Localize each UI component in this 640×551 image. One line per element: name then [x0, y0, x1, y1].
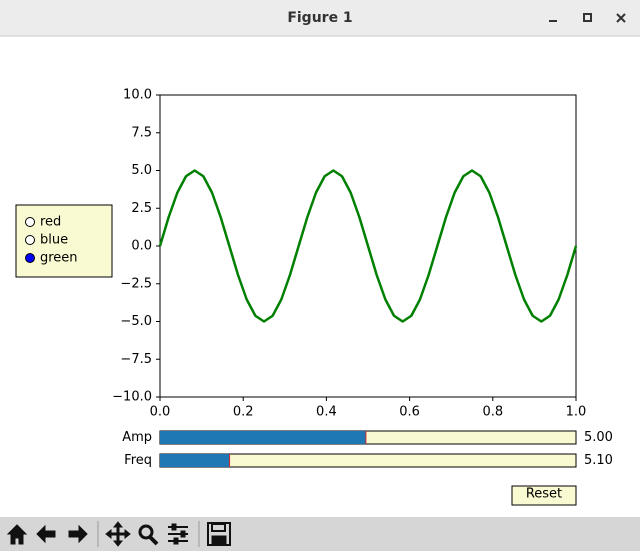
slider-label: Freq — [124, 453, 152, 468]
x-tick-label: 0.4 — [316, 405, 337, 420]
y-tick-label: 10.0 — [123, 88, 152, 103]
radio-label[interactable]: red — [40, 215, 61, 230]
y-tick-label: −5.0 — [120, 314, 152, 329]
y-tick-label: 0.0 — [131, 239, 152, 254]
slider-fill — [160, 454, 230, 467]
line-series — [158, 169, 578, 323]
window-controls[interactable] — [549, 13, 626, 23]
y-tick-label: 2.5 — [131, 201, 152, 216]
radio-label[interactable]: blue — [40, 233, 68, 248]
slider-fill — [160, 431, 366, 444]
x-tick-label: 0.8 — [482, 405, 503, 420]
x-tick-label: 0.0 — [150, 405, 171, 420]
slider-value: 5.00 — [584, 430, 613, 445]
radio-label[interactable]: green — [40, 251, 78, 266]
radio-button[interactable] — [25, 253, 35, 263]
toolbar — [0, 517, 640, 551]
slider-label: Amp — [122, 430, 152, 445]
window-title: Figure 1 — [287, 10, 352, 26]
x-tick-label: 0.6 — [399, 405, 420, 420]
toolbar-icons[interactable] — [6, 521, 231, 547]
y-tick-label: −10.0 — [112, 390, 152, 405]
x-tick-label: 1.0 — [566, 405, 587, 420]
title-bar — [0, 0, 640, 36]
y-tick-label: −7.5 — [120, 352, 152, 367]
slider-value: 5.10 — [584, 453, 613, 468]
button-label[interactable]: Reset — [526, 487, 562, 502]
y-tick-label: −2.5 — [120, 276, 152, 291]
radio-button[interactable] — [25, 235, 35, 245]
y-tick-label: 7.5 — [131, 125, 152, 140]
reset-button[interactable] — [511, 485, 577, 506]
radio-button[interactable] — [25, 217, 35, 227]
y-tick-label: 5.0 — [131, 163, 152, 178]
x-tick-label: 0.2 — [233, 405, 254, 420]
